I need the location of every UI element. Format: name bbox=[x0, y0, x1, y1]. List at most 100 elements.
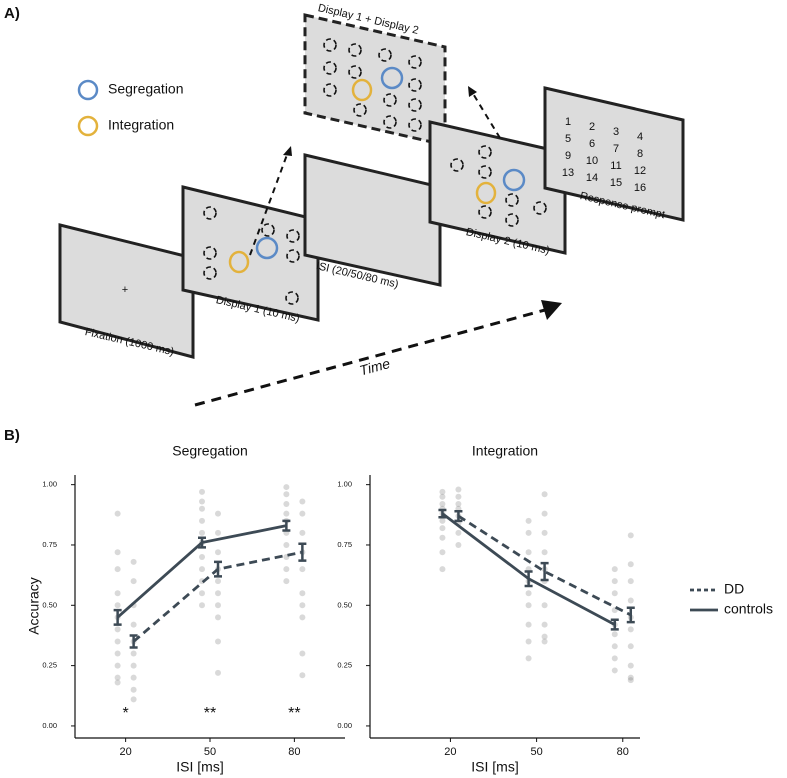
data-point bbox=[283, 484, 290, 491]
x-tick-label: 20 bbox=[120, 746, 132, 758]
arrowhead bbox=[541, 300, 562, 320]
annotation: * bbox=[123, 705, 129, 722]
arrowhead bbox=[468, 86, 477, 97]
arrow bbox=[249, 151, 289, 256]
y-tick-label: 0.50 bbox=[42, 600, 57, 609]
y-tick-label: 0.25 bbox=[337, 661, 352, 670]
y-tick-label: 1.00 bbox=[337, 480, 352, 489]
data-point bbox=[611, 590, 618, 597]
data-point bbox=[611, 667, 618, 674]
data-point bbox=[541, 638, 548, 645]
error-bar bbox=[129, 634, 138, 649]
data-point bbox=[455, 500, 462, 507]
data-point bbox=[199, 488, 205, 495]
prompt-number: 10 bbox=[586, 155, 598, 167]
data-point bbox=[130, 686, 137, 693]
data-point bbox=[627, 597, 634, 604]
data-point bbox=[199, 529, 205, 536]
data-point bbox=[283, 566, 290, 573]
data-point bbox=[114, 626, 121, 633]
data-point bbox=[525, 638, 532, 645]
error-bar bbox=[298, 542, 307, 562]
data-point bbox=[439, 549, 446, 556]
data-point bbox=[114, 679, 121, 686]
data-point bbox=[114, 510, 121, 517]
data-point bbox=[199, 554, 205, 561]
data-point bbox=[130, 650, 137, 657]
prompt-number: 12 bbox=[634, 165, 646, 177]
data-point bbox=[299, 566, 306, 573]
data-point bbox=[541, 621, 548, 628]
data-point bbox=[299, 650, 306, 657]
fixation-cross: + bbox=[122, 284, 128, 296]
data-point bbox=[215, 669, 221, 676]
data-point bbox=[541, 602, 548, 609]
legend-label: Integration bbox=[108, 117, 174, 133]
legend-label: controls bbox=[724, 601, 773, 617]
data-point bbox=[215, 549, 221, 556]
prompt-number: 6 bbox=[589, 138, 595, 150]
prompt-number: 3 bbox=[613, 126, 619, 138]
combined-screen bbox=[303, 13, 447, 147]
error-bar bbox=[282, 519, 291, 532]
data-point bbox=[130, 621, 137, 628]
data-point bbox=[525, 590, 532, 597]
legend-label: DD bbox=[724, 581, 744, 597]
screen bbox=[428, 120, 567, 255]
prompt-number: 4 bbox=[637, 131, 643, 143]
prompt-number: 16 bbox=[634, 182, 646, 194]
data-point bbox=[299, 672, 306, 679]
y-tick-label: 0.25 bbox=[42, 661, 57, 670]
data-point bbox=[541, 529, 548, 536]
y-axis-label: Accuracy bbox=[26, 577, 42, 635]
data-point bbox=[525, 621, 532, 628]
data-point bbox=[525, 602, 532, 609]
x-tick-label: 80 bbox=[617, 746, 629, 758]
prompt-number: 14 bbox=[586, 172, 598, 184]
data-point bbox=[299, 614, 306, 621]
data-point bbox=[215, 590, 221, 597]
screen bbox=[58, 223, 195, 359]
data-point bbox=[611, 566, 618, 573]
error-bar bbox=[524, 570, 533, 588]
data-point bbox=[439, 488, 446, 495]
error-bar bbox=[438, 508, 447, 519]
data-point bbox=[525, 549, 532, 556]
error-bar bbox=[113, 608, 122, 626]
data-point bbox=[130, 674, 137, 681]
screen bbox=[543, 86, 685, 222]
data-point bbox=[611, 631, 618, 638]
x-axis-label: ISI [ms] bbox=[176, 759, 223, 775]
data-point bbox=[283, 491, 290, 498]
data-point bbox=[215, 578, 221, 585]
data-point bbox=[299, 590, 306, 597]
data-point bbox=[627, 662, 634, 669]
time-arrow bbox=[194, 308, 546, 407]
rings bbox=[450, 145, 547, 227]
data-point bbox=[199, 505, 205, 512]
data-point bbox=[627, 578, 634, 585]
y-tick-label: 0.75 bbox=[42, 540, 57, 549]
error-bar bbox=[610, 618, 619, 631]
prompt-number: 8 bbox=[637, 148, 643, 160]
prompt-number: 1 bbox=[565, 116, 571, 128]
data-point bbox=[299, 602, 306, 609]
data-point bbox=[611, 655, 618, 662]
y-tick-label: 0.50 bbox=[337, 600, 352, 609]
data-point bbox=[130, 696, 137, 703]
data-point bbox=[525, 655, 532, 662]
prompt-number: 11 bbox=[610, 160, 621, 172]
chart-title: Segregation bbox=[172, 443, 248, 459]
data-point bbox=[611, 578, 618, 585]
data-point bbox=[627, 674, 634, 681]
data-point bbox=[130, 558, 137, 565]
data-point bbox=[199, 517, 205, 524]
y-tick-label: 0.00 bbox=[337, 721, 352, 730]
prompt-number: 9 bbox=[565, 150, 571, 162]
rings bbox=[203, 206, 300, 305]
data-point bbox=[130, 662, 137, 669]
data-point bbox=[114, 602, 121, 609]
data-point bbox=[541, 633, 548, 640]
y-tick-label: 1.00 bbox=[42, 480, 57, 489]
